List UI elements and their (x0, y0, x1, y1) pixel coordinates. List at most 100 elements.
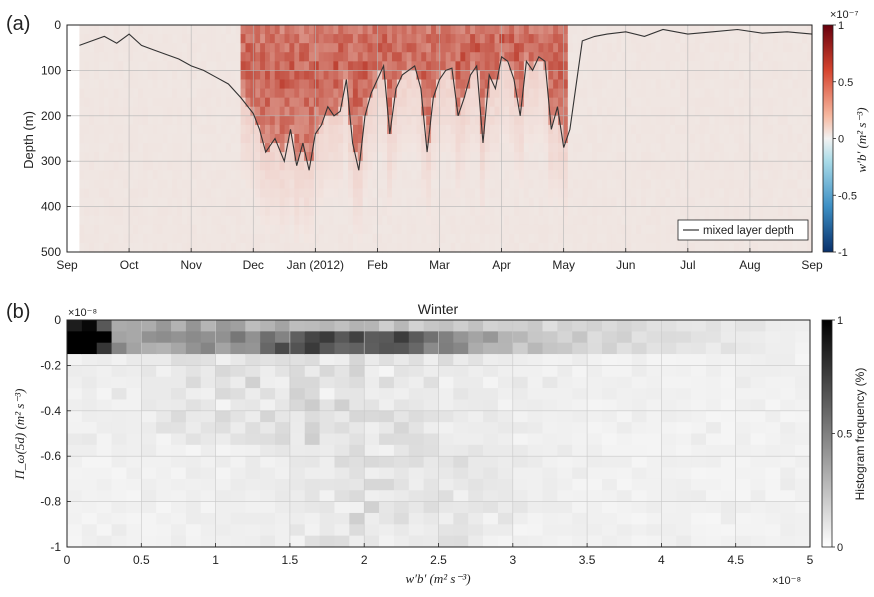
panel-a-heat-cell (758, 242, 764, 253)
panel-b-hist-cell (691, 331, 707, 344)
panel-a-heat-cell (509, 52, 515, 62)
panel-b-hist-cell (601, 444, 618, 457)
panel-a-heat-cell (758, 115, 764, 126)
panel-a-heat-cell (587, 224, 593, 235)
panel-b-hist-cell (631, 501, 648, 514)
panel-a-heat-cell (401, 143, 408, 153)
panel-a-heat-cell (279, 242, 286, 253)
panel-b-hist-cell (200, 376, 217, 389)
panel-a-heat-cell (597, 34, 603, 44)
panel-a-heat-cell (528, 233, 535, 244)
panel-a-heat-cell (582, 197, 588, 208)
panel-b-hist-cell (705, 467, 722, 480)
panel-a-heat-cell (724, 79, 730, 90)
panel-a-heat-cell (606, 242, 613, 253)
panel-b-hist-cell (260, 467, 276, 480)
panel-a-heat-cell (98, 25, 105, 35)
panel-b-hist-cell (512, 512, 529, 525)
panel-a-heat-cell (807, 79, 813, 90)
panel-a-heat-cell (396, 133, 403, 144)
panel-a-heat-cell (572, 61, 579, 71)
panel-a-heat-cell (689, 52, 696, 62)
panel-a-heat-cell (543, 124, 549, 135)
panel-b-hist-cell (334, 535, 350, 548)
panel-a-heat-cell (289, 242, 295, 253)
panel-a-heat-cell (216, 34, 222, 44)
panel-a-heat-cell (538, 224, 544, 235)
panel-b-hist-cell (661, 376, 677, 389)
panel-a-heat-cell (641, 61, 647, 71)
panel-a-heat-cell (694, 206, 701, 217)
panel-b-hist-cell (483, 388, 499, 400)
panel-a-heat-cell (465, 52, 471, 62)
panel-a-heat-cell (440, 88, 447, 99)
panel-a-heat-cell (645, 115, 652, 126)
panel-a-heat-cell (186, 97, 193, 108)
panel-b-hist-cell (468, 320, 484, 332)
panel-b-hist-cell (319, 365, 335, 378)
panel-a-heat-cell (357, 61, 364, 71)
panel-b-hist-cell (379, 410, 395, 423)
panel-a-heat-cell (606, 70, 613, 81)
panel-a-heat-cell (465, 242, 471, 253)
panel-a-heat-cell (162, 133, 168, 144)
panel-a-heat-cell (680, 115, 686, 126)
panel-a-heat-cell (387, 106, 393, 117)
panel-b-hist-cell (497, 388, 514, 400)
panel-a-heat-cell (543, 188, 549, 199)
panel-b-hist-cell (289, 365, 306, 378)
panel-a-heat-cell (133, 224, 139, 235)
panel-a-heat-cell (543, 224, 549, 235)
panel-b-hist-cell (171, 320, 187, 332)
panel-a-heat-cell (152, 79, 159, 90)
panel-b-hist-cell (527, 410, 544, 423)
panel-a-heat-cell (699, 79, 706, 90)
panel-b-hist-cell (572, 354, 588, 366)
panel-a-heat-cell (260, 179, 266, 190)
panel-a-heat-cell (470, 224, 476, 235)
panel-a-heat-cell (186, 115, 193, 126)
panel-a-heat-cell (645, 61, 652, 71)
panel-a-heat-cell (655, 188, 662, 199)
panel-a-heat-cell (230, 79, 237, 90)
panel-b-hist-cell (156, 354, 172, 366)
panel-a-heat-cell (699, 52, 706, 62)
panel-a-heat-cell (406, 179, 413, 190)
panel-a-heat-cell (352, 233, 359, 244)
panel-a-heat-cell (645, 97, 652, 108)
panel-a-heat-cell (79, 43, 85, 53)
panel-a-heat-cell (802, 179, 808, 190)
panel-a-heat-cell (787, 242, 794, 253)
panel-b-hist-cell (185, 365, 202, 378)
panel-a-heat-cell (641, 179, 647, 190)
panel-a-heat-cell (499, 242, 505, 253)
panel-a-heat-cell (616, 88, 623, 99)
panel-a-heat-cell (597, 25, 603, 35)
panel-b-hist-cell (468, 422, 484, 434)
panel-b-hist-cell (200, 490, 217, 503)
panel-a-heat-cell (177, 242, 183, 253)
panel-a-heat-cell (728, 133, 735, 144)
panel-a-heat-cell (572, 124, 579, 135)
panel-a-heat-cell (147, 115, 154, 126)
panel-b-hist-cell (185, 354, 202, 366)
panel-a-heat-cell (294, 152, 300, 162)
panel-a-heat-cell (348, 97, 354, 108)
panel-a-heat-cell (431, 106, 437, 117)
panel-a-heat-cell (553, 170, 559, 180)
panel-a-heat-cell (138, 152, 144, 162)
panel-a-heat-cell (196, 97, 203, 108)
panel-a-heat-cell (470, 206, 476, 217)
panel-b-hist-cell (572, 524, 588, 537)
panel-a-heat-cell (372, 161, 378, 171)
panel-a-heat-cell (558, 88, 564, 99)
panel-b-hist-cell (542, 444, 558, 457)
panel-a-heat-cell (660, 34, 667, 44)
panel-a-heat-cell (89, 233, 95, 244)
panel-b-hist-cell (200, 388, 217, 400)
panel-a-heat-cell (641, 197, 647, 208)
panel-a-heat-cell (558, 61, 564, 71)
panel-a-heat-cell (518, 242, 525, 253)
panel-a-heat-cell (680, 242, 686, 253)
panel-a-heat-cell (152, 188, 159, 199)
